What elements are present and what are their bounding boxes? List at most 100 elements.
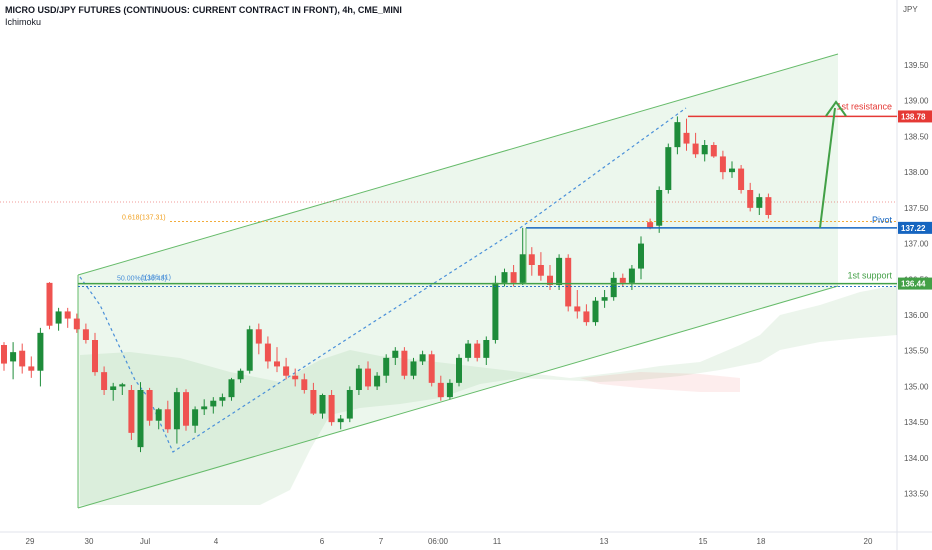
time-tick-label: 7 [379, 537, 384, 546]
candle [374, 372, 381, 390]
resistance-price-tag [898, 110, 932, 123]
candle-body [101, 372, 108, 390]
candle-body [628, 268, 635, 283]
candle [437, 375, 444, 401]
candle-body [274, 361, 280, 367]
candle-body [701, 145, 708, 155]
candle [19, 343, 26, 374]
candle [738, 165, 745, 194]
price-tick-label: 137.50 [904, 204, 929, 213]
resistance-label: 1st resistance [836, 101, 892, 111]
candle [55, 307, 62, 331]
candle [355, 365, 362, 395]
candle-body [510, 272, 517, 283]
candle [392, 347, 399, 365]
candle [119, 382, 126, 395]
candle [283, 357, 290, 380]
fib-50-label: 50.00%(136.43) [117, 276, 167, 283]
candle-body [683, 132, 690, 144]
candle [255, 323, 262, 355]
candle-body [64, 311, 71, 319]
candle-body [574, 306, 581, 312]
resistance-price-tag-text: 138.78 [901, 112, 926, 121]
candle [674, 116, 681, 155]
candle-body [264, 343, 271, 362]
candle-body [756, 197, 763, 208]
candle-body [374, 375, 381, 387]
time-tick-label: 06:00 [428, 537, 449, 546]
candle [610, 272, 617, 301]
ichimoku-cloud [80, 285, 897, 505]
candle [64, 307, 71, 328]
candle-body [747, 190, 754, 208]
time-tick-label: 6 [320, 537, 325, 546]
candle-body [55, 311, 62, 324]
candle-body [255, 329, 262, 344]
candle [701, 140, 708, 162]
candle [37, 327, 44, 387]
candle-body [319, 395, 326, 414]
candle-body [647, 222, 654, 228]
candle [328, 390, 335, 426]
candle [246, 325, 253, 374]
time-tick-label: 11 [493, 537, 502, 546]
candle-body [383, 357, 390, 376]
candle-body [46, 282, 53, 326]
channel-lower-line [77, 285, 839, 509]
candle [456, 354, 462, 387]
candle-body [610, 277, 617, 298]
candle-body [729, 168, 735, 173]
price-tick-label: 139.50 [904, 61, 929, 70]
candle [410, 357, 417, 380]
time-tick-label: 29 [26, 537, 35, 546]
candle-body [73, 318, 80, 330]
candle-body [19, 350, 26, 367]
candle-body [437, 382, 444, 398]
candle-body [765, 197, 772, 215]
candle [365, 361, 371, 390]
candle-body [583, 311, 590, 323]
candle [82, 323, 89, 344]
pivot-price-tag-text: 137.22 [901, 224, 926, 233]
candle-body [119, 384, 126, 387]
support-price-tag-text: 136.44 [901, 280, 926, 289]
candle-body [565, 257, 572, 307]
pivot-price-tag [898, 221, 932, 234]
time-tick-label: 15 [699, 537, 708, 546]
candle-body [419, 354, 426, 362]
candle-body [410, 361, 417, 376]
candle-body [392, 350, 399, 358]
candle-body [465, 343, 472, 358]
candle [583, 304, 590, 326]
candle-body [237, 370, 244, 380]
price-tick-label: 134.00 [904, 454, 929, 463]
candle-body [92, 340, 98, 373]
candle [628, 265, 635, 290]
candle-body [10, 352, 17, 362]
candle-body [228, 379, 235, 398]
ichimoku-cloud-bearish [580, 372, 740, 392]
candle-body [537, 265, 544, 276]
candle-body [173, 392, 180, 430]
candle [228, 377, 235, 401]
target-arrow-head [825, 100, 847, 117]
candle-body [146, 390, 153, 421]
candle-body [201, 406, 208, 410]
candle [383, 354, 390, 383]
candle [1, 342, 7, 371]
indicator-label[interactable]: Ichimoku [5, 17, 42, 27]
candle-body [1, 345, 7, 364]
candle [173, 387, 180, 444]
candle-body [192, 409, 199, 426]
candle [729, 161, 735, 178]
candle [756, 193, 763, 215]
candle [547, 265, 553, 290]
candle-body [164, 409, 171, 430]
symbol-title[interactable]: MICRO USD/JPY FUTURES (CONTINUOUS: CURRE… [5, 5, 402, 15]
candle [164, 400, 171, 433]
candle [337, 415, 344, 430]
price-tick-label: 134.50 [904, 418, 929, 427]
candle [747, 182, 754, 212]
candle [73, 313, 80, 333]
